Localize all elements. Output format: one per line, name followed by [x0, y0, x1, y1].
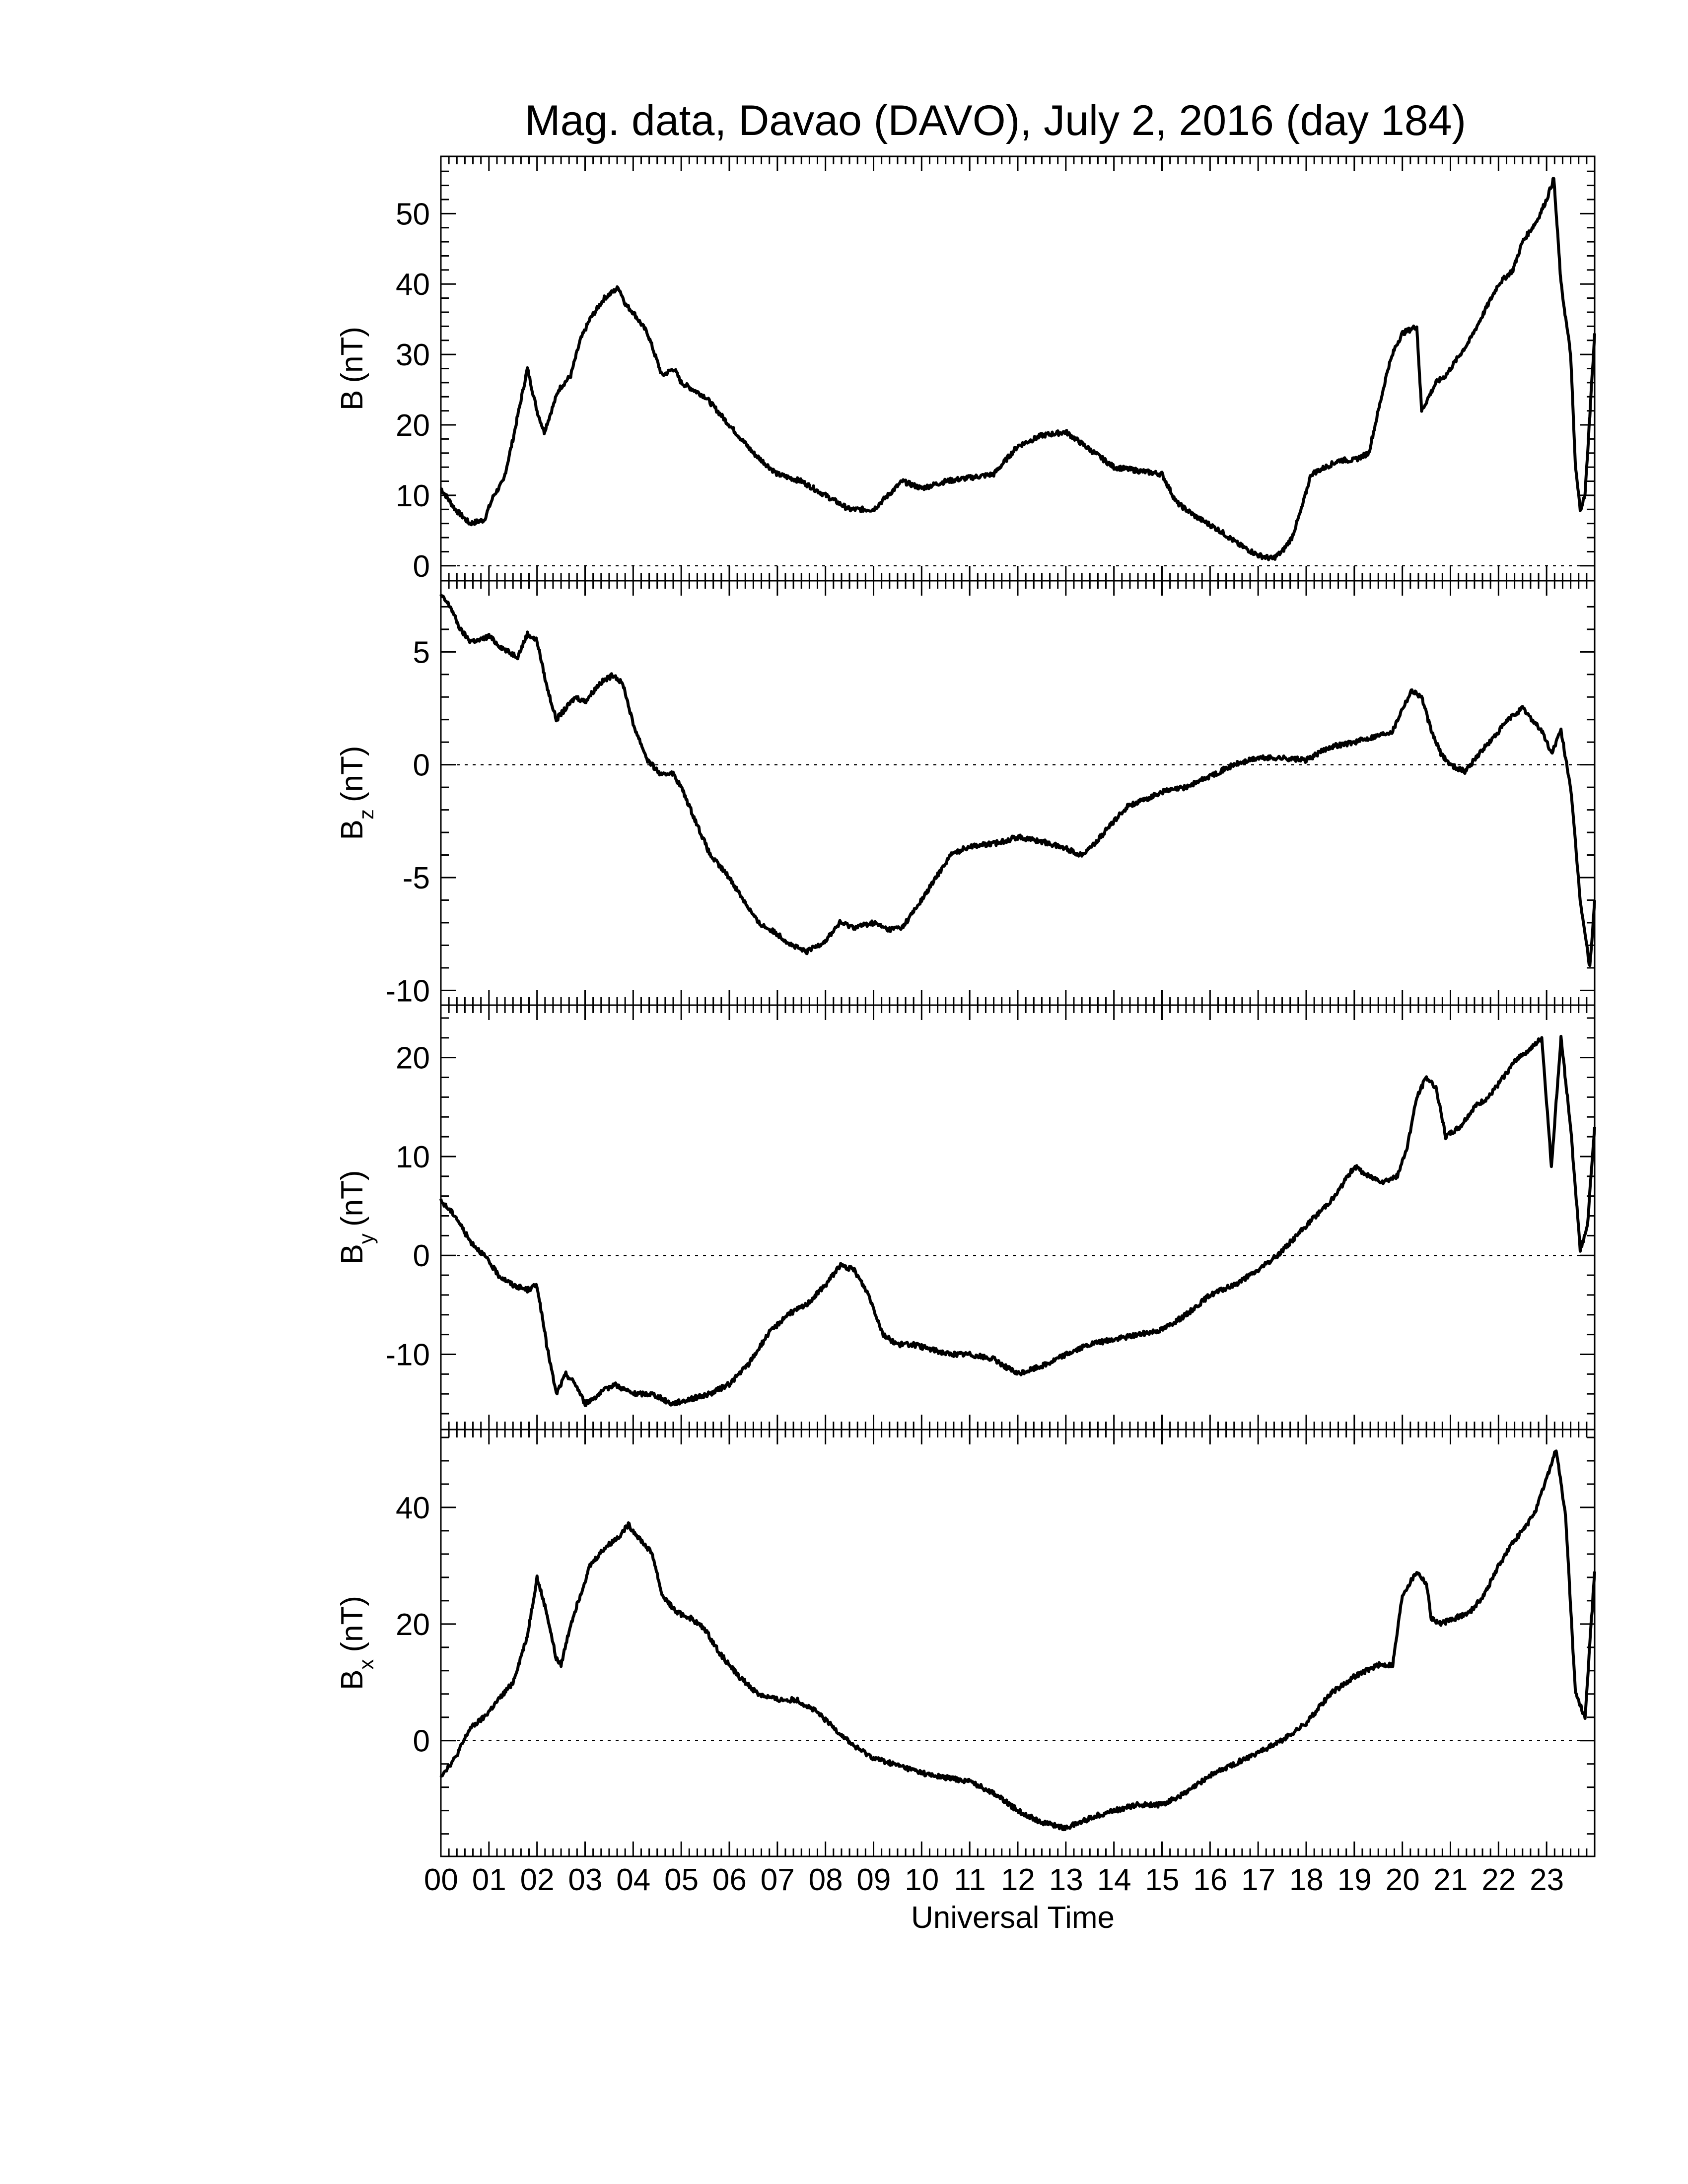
y-tick-label: 10	[396, 479, 430, 513]
series-line-By	[439, 1034, 1596, 1407]
y-axis-label-sub: y	[354, 1233, 378, 1244]
x-tick-label: 14	[1097, 1863, 1131, 1897]
x-tick-label: 20	[1386, 1863, 1420, 1897]
series-line-B	[439, 177, 1596, 561]
y-tick-label: 20	[396, 1608, 430, 1642]
y-tick-label: 0	[413, 749, 430, 783]
x-tick-label: 06	[712, 1863, 747, 1897]
y-tick-label: 40	[396, 268, 430, 302]
x-tick-label: 15	[1145, 1863, 1179, 1897]
y-tick-label: -10	[385, 974, 430, 1008]
y-axis-label-unit: (nT)	[335, 327, 369, 383]
series-line-Bx	[439, 1449, 1596, 1832]
x-tick-label: 23	[1530, 1863, 1564, 1897]
y-axis-label-main: B	[335, 819, 369, 840]
y-tick-label: 30	[396, 338, 430, 372]
y-tick-label: 40	[396, 1491, 430, 1525]
y-axis-label-Bx: Bx (nT)	[335, 1596, 378, 1690]
x-tick-label: 02	[520, 1863, 555, 1897]
y-tick-label: -5	[403, 861, 430, 895]
panel-Bz: -10 -5 0 5 Bz (nT)	[335, 580, 1596, 1008]
panel-frame-Bz	[440, 580, 1596, 1006]
panel-Bx: 0 20 40 Bx (nT)	[335, 1429, 1596, 1857]
y-axis-label-Bz: Bz (nT)	[335, 746, 378, 840]
x-tick-label: 05	[664, 1863, 699, 1897]
x-tick-label: 07	[761, 1863, 795, 1897]
y-axis-label-By: By (nT)	[335, 1170, 378, 1264]
panel-By: -10 0 10 20 By (nT)	[335, 1004, 1596, 1431]
x-tick-label: 12	[1001, 1863, 1035, 1897]
y-axis-label-main: B	[335, 1670, 369, 1690]
panel-frame-Bx	[440, 1429, 1596, 1857]
y-tick-label: 10	[396, 1140, 430, 1174]
x-tick-label: 11	[954, 1863, 985, 1897]
y-tick-label: -10	[385, 1338, 430, 1372]
y-tick-label: 20	[396, 409, 430, 443]
y-tick-label: 0	[413, 1724, 430, 1759]
panel-frame-By	[440, 1004, 1596, 1431]
panel-B: 0 10 20 30 40 50 B (nT)	[335, 155, 1596, 584]
y-axis-label-main: B	[335, 390, 369, 410]
x-tick-label: 22	[1481, 1863, 1516, 1897]
x-tick-label: 16	[1193, 1863, 1227, 1897]
x-tick-label: 13	[1049, 1863, 1083, 1897]
panel-frame-B	[440, 155, 1596, 582]
y-tick-label: 5	[413, 635, 430, 670]
series-line-Bz	[439, 594, 1596, 967]
x-tick-label: 00	[424, 1863, 458, 1897]
panels: 0 10 20 30 40 50 B (nT) -10 -5 0 5 Bz (nT) -10 0 10 20 By (…	[335, 155, 1596, 1857]
x-tick-label: 03	[568, 1863, 602, 1897]
x-tick-label: 04	[616, 1863, 650, 1897]
x-tick-label: 17	[1241, 1863, 1275, 1897]
x-axis-tick-labels: 00 01 02 03 04 05 06 07 08 09 10 11 12 13 14 15 16 17 18 19…	[424, 1863, 1564, 1897]
x-tick-label: 09	[856, 1863, 891, 1897]
x-tick-label: 01	[472, 1863, 506, 1897]
chart-title: Mag. data, Davao (DAVO), July 2, 2016 (d…	[525, 97, 1466, 144]
y-axis-label-unit: (nT)	[335, 1596, 369, 1652]
x-tick-label: 10	[905, 1863, 939, 1897]
y-axis-label-sub: z	[354, 809, 378, 819]
y-axis-label-B: B (nT)	[335, 327, 369, 410]
y-axis-label-unit: (nT)	[335, 1170, 369, 1227]
x-tick-label: 19	[1337, 1863, 1372, 1897]
x-tick-label: 08	[809, 1863, 843, 1897]
x-axis-label: Universal Time	[911, 1901, 1115, 1935]
x-tick-label: 21	[1433, 1863, 1468, 1897]
y-axis-label-main: B	[335, 1244, 369, 1264]
y-axis-label-unit: (nT)	[335, 746, 369, 802]
y-tick-label: 20	[396, 1041, 430, 1076]
x-tick-label: 18	[1289, 1863, 1324, 1897]
y-tick-label: 50	[396, 197, 430, 231]
y-axis-label-sub: x	[354, 1659, 378, 1670]
y-tick-label: 0	[413, 1239, 430, 1273]
y-tick-label: 0	[413, 549, 430, 584]
